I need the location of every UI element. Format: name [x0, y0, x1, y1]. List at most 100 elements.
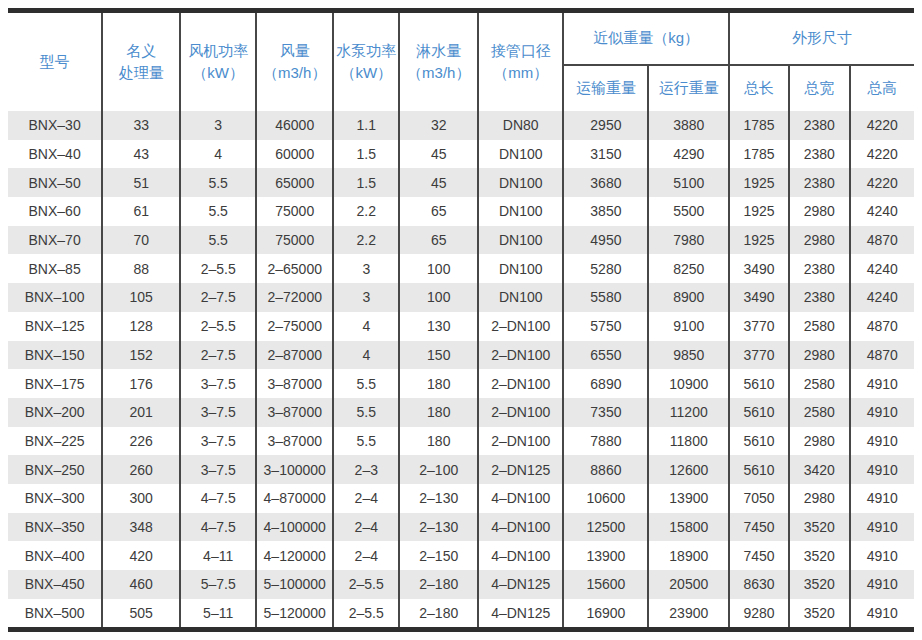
header-air-flow-line2: （m3/h） [257, 62, 332, 84]
cell-total_length: 1925 [729, 168, 789, 197]
cell-fan_power: 5.5 [180, 197, 256, 226]
table-row: BNX–2502603–7.53–1000002–32–1002–DN12588… [8, 455, 914, 484]
cell-model: BNX–40 [8, 140, 102, 169]
cell-model: BNX–400 [8, 541, 102, 570]
cell-pipe_diameter: DN80 [478, 111, 563, 140]
cell-pipe_diameter: DN100 [478, 197, 563, 226]
cell-total_length: 5610 [729, 369, 789, 398]
cell-spray_volume: 2–180 [399, 570, 478, 599]
cell-total_length: 3490 [729, 254, 789, 283]
table-row: BNX–4004204–114–1200002–42–1504–DN100139… [8, 541, 914, 570]
cell-fan_power: 3–7.5 [180, 398, 256, 427]
cell-transport_weight: 6890 [563, 369, 648, 398]
cell-transport_weight: 8860 [563, 455, 648, 484]
cell-transport_weight: 12500 [563, 513, 648, 542]
cell-total_length: 5610 [729, 427, 789, 456]
cell-total_height: 4910 [850, 599, 914, 628]
header-air-flow-line1: 风量 [257, 40, 332, 62]
cell-pump_power: 1.1 [333, 111, 399, 140]
cell-total_width: 3520 [789, 599, 850, 628]
cell-transport_weight: 3680 [563, 168, 648, 197]
cell-total_height: 4910 [850, 369, 914, 398]
table-row: BNX–50515.5650001.545DN10036805100192523… [8, 168, 914, 197]
cell-fan_power: 5–11 [180, 599, 256, 628]
cell-operating_weight: 3880 [648, 111, 729, 140]
cell-spray_volume: 2–100 [399, 455, 478, 484]
cell-pipe_diameter: DN100 [478, 168, 563, 197]
header-pipe-diameter: 接管口径 （mm） [478, 13, 563, 111]
cell-pump_power: 2.2 [333, 226, 399, 255]
cell-pipe_diameter: DN100 [478, 254, 563, 283]
cell-spray_volume: 180 [399, 427, 478, 456]
cell-spray_volume: 180 [399, 369, 478, 398]
cell-pump_power: 4 [333, 341, 399, 370]
header-capacity-line2: 处理量 [103, 62, 179, 84]
cell-operating_weight: 7980 [648, 226, 729, 255]
cell-transport_weight: 3150 [563, 140, 648, 169]
cell-total_length: 7450 [729, 513, 789, 542]
cell-total_width: 2980 [789, 197, 850, 226]
cell-total_width: 2380 [789, 140, 850, 169]
cell-pump_power: 5.5 [333, 369, 399, 398]
cell-air_flow: 75000 [256, 226, 333, 255]
cell-spray_volume: 130 [399, 312, 478, 341]
cell-total_width: 2580 [789, 312, 850, 341]
cell-spray_volume: 2–130 [399, 513, 478, 542]
cell-model: BNX–50 [8, 168, 102, 197]
cell-air_flow: 2–87000 [256, 341, 333, 370]
table-row: BNX–70705.5750002.265DN10049507980192529… [8, 226, 914, 255]
cell-operating_weight: 9850 [648, 341, 729, 370]
cell-transport_weight: 13900 [563, 541, 648, 570]
cell-total_height: 4220 [850, 111, 914, 140]
cell-operating_weight: 12600 [648, 455, 729, 484]
cell-total_height: 4910 [850, 484, 914, 513]
cell-pump_power: 2–4 [333, 513, 399, 542]
header-total-height: 总高 [850, 65, 914, 111]
header-fan-power-line1: 风机功率 [181, 40, 255, 62]
cell-total_width: 2380 [789, 283, 850, 312]
cell-fan_power: 3 [180, 111, 256, 140]
header-group-weight: 近似重量（kg） [563, 13, 729, 65]
cell-spray_volume: 100 [399, 283, 478, 312]
cell-total_length: 1925 [729, 197, 789, 226]
header-fan-power: 风机功率 （kW） [180, 13, 256, 111]
cell-air_flow: 4–100000 [256, 513, 333, 542]
cell-transport_weight: 5750 [563, 312, 648, 341]
cell-transport_weight: 2950 [563, 111, 648, 140]
cell-pump_power: 4 [333, 312, 399, 341]
cell-operating_weight: 8250 [648, 254, 729, 283]
cell-total_length: 3490 [729, 283, 789, 312]
cell-operating_weight: 5500 [648, 197, 729, 226]
cell-total_height: 4910 [850, 427, 914, 456]
cell-capacity: 505 [102, 599, 180, 628]
cell-air_flow: 2–72000 [256, 283, 333, 312]
cell-capacity: 420 [102, 541, 180, 570]
cell-capacity: 61 [102, 197, 180, 226]
cell-air_flow: 65000 [256, 168, 333, 197]
cell-capacity: 88 [102, 254, 180, 283]
cell-pipe_diameter: 2–DN100 [478, 369, 563, 398]
cell-fan_power: 3–7.5 [180, 455, 256, 484]
cell-air_flow: 5–120000 [256, 599, 333, 628]
header-fan-power-line2: （kW） [181, 62, 255, 84]
cell-total_width: 2980 [789, 484, 850, 513]
table-row: BNX–1001052–7.52–720003100DN100558089003… [8, 283, 914, 312]
table-row: BNX–4504605–7.55–1000002–5.52–1804–DN125… [8, 570, 914, 599]
spec-table: 型号 名义 处理量 风机功率 （kW） 风量 （m3/h） 水泵功率 （kW） [8, 13, 914, 627]
cell-fan_power: 5.5 [180, 168, 256, 197]
cell-operating_weight: 23900 [648, 599, 729, 628]
cell-transport_weight: 6550 [563, 341, 648, 370]
table-row: BNX–30333460001.132DN8029503880178523804… [8, 111, 914, 140]
cell-transport_weight: 15600 [563, 570, 648, 599]
cell-fan_power: 4–7.5 [180, 513, 256, 542]
table-row: BNX–2002013–7.53–870005.51802–DN10073501… [8, 398, 914, 427]
cell-operating_weight: 10900 [648, 369, 729, 398]
cell-fan_power: 5–7.5 [180, 570, 256, 599]
cell-fan_power: 5.5 [180, 226, 256, 255]
cell-pipe_diameter: 2–DN100 [478, 427, 563, 456]
cell-pipe_diameter: 2–DN100 [478, 398, 563, 427]
cell-operating_weight: 5100 [648, 168, 729, 197]
cell-pipe_diameter: 2–DN125 [478, 455, 563, 484]
cell-total_height: 4910 [850, 455, 914, 484]
cell-operating_weight: 13900 [648, 484, 729, 513]
